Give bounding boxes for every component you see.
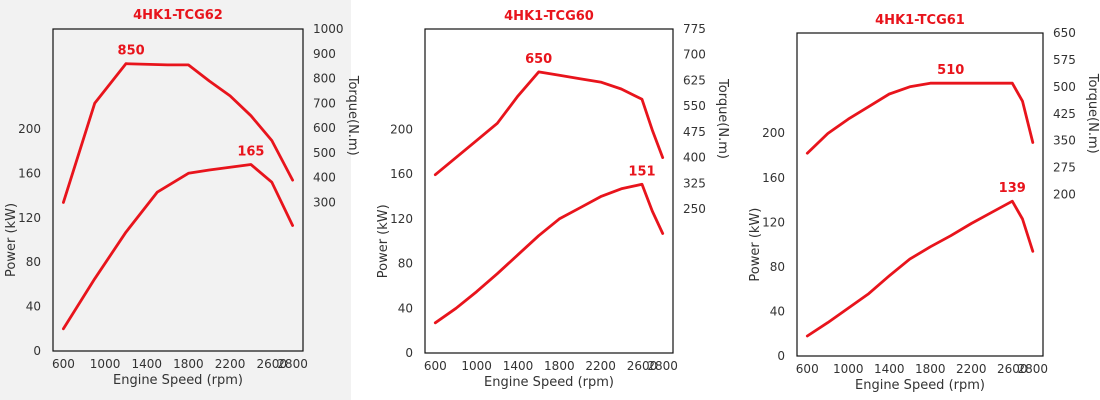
x-tick-label: 1800 bbox=[544, 359, 575, 373]
y-right-tick-label: 1000 bbox=[313, 22, 344, 36]
y-right-tick-label: 400 bbox=[683, 151, 706, 165]
chart-title: 4HK1-TCG62 bbox=[133, 8, 223, 23]
x-tick-label: 1800 bbox=[915, 362, 946, 376]
y-right-tick-label: 700 bbox=[683, 48, 706, 62]
x-tick-label: 600 bbox=[796, 362, 819, 376]
y-right-tick-label: 625 bbox=[683, 73, 706, 87]
y-right-tick-label: 500 bbox=[313, 146, 336, 160]
y-right-tick-label: 550 bbox=[683, 99, 706, 113]
y-right-axis-title: Torque(N.m) bbox=[715, 78, 730, 159]
peak-value-label: 650 bbox=[525, 52, 552, 67]
y-right-tick-label: 650 bbox=[1053, 26, 1076, 40]
y-right-tick-label: 200 bbox=[1053, 188, 1076, 202]
plot-frame bbox=[796, 32, 1044, 357]
y-right-axis-title: Torque(N.m) bbox=[345, 75, 360, 156]
y-left-axis-title: Power (kW) bbox=[4, 203, 19, 277]
y-left-tick-label: 160 bbox=[762, 171, 785, 185]
y-right-tick-label: 600 bbox=[313, 121, 336, 135]
y-left-tick-label: 80 bbox=[770, 260, 785, 274]
power-curve bbox=[62, 163, 295, 331]
x-tick-label: 1400 bbox=[874, 362, 905, 376]
x-axis-title: Engine Speed (rpm) bbox=[113, 373, 243, 388]
torque-curve bbox=[805, 81, 1035, 155]
y-right-tick-label: 350 bbox=[1053, 134, 1076, 148]
chart-panel-background bbox=[0, 0, 351, 400]
x-tick-label: 1000 bbox=[461, 359, 492, 373]
x-tick-label: 2200 bbox=[956, 362, 987, 376]
torque-curve bbox=[433, 70, 665, 177]
peak-value-label: 151 bbox=[628, 164, 655, 179]
x-axis-title: Engine Speed (rpm) bbox=[855, 378, 985, 393]
y-left-tick-label: 40 bbox=[398, 301, 413, 315]
y-right-tick-label: 275 bbox=[1053, 161, 1076, 175]
x-axis-title: Engine Speed (rpm) bbox=[484, 375, 614, 390]
x-tick-label: 2200 bbox=[215, 357, 246, 371]
y-left-tick-label: 80 bbox=[26, 255, 41, 269]
y-left-axis-title: Power (kW) bbox=[748, 208, 763, 282]
y-right-tick-label: 400 bbox=[313, 171, 336, 185]
y-right-tick-label: 325 bbox=[683, 176, 706, 190]
y-left-tick-label: 160 bbox=[18, 166, 41, 180]
peak-value-label: 850 bbox=[118, 44, 145, 59]
y-left-tick-label: 0 bbox=[405, 346, 413, 360]
peak-value-label: 139 bbox=[999, 181, 1026, 196]
x-tick-label: 1000 bbox=[90, 357, 121, 371]
y-left-tick-label: 40 bbox=[770, 304, 785, 318]
x-tick-label: 1400 bbox=[131, 357, 162, 371]
x-tick-label: 2600 bbox=[997, 362, 1028, 376]
power-curve bbox=[433, 182, 665, 325]
y-left-tick-label: 0 bbox=[777, 349, 785, 363]
y-right-tick-label: 300 bbox=[313, 195, 336, 209]
x-tick-label: 2200 bbox=[585, 359, 616, 373]
y-left-axis-title: Power (kW) bbox=[376, 204, 391, 278]
plot-frame bbox=[424, 28, 674, 354]
x-tick-label: 600 bbox=[424, 359, 447, 373]
y-right-tick-label: 800 bbox=[313, 72, 336, 86]
x-tick-label: 2600 bbox=[627, 359, 658, 373]
x-tick-label: 600 bbox=[52, 357, 75, 371]
plot-frame bbox=[52, 28, 304, 352]
peak-value-label: 510 bbox=[937, 63, 964, 78]
y-left-tick-label: 200 bbox=[762, 126, 785, 140]
y-right-tick-label: 775 bbox=[683, 22, 706, 36]
y-left-tick-label: 0 bbox=[33, 344, 41, 358]
x-tick-label: 2800 bbox=[277, 357, 308, 371]
y-left-tick-label: 120 bbox=[390, 212, 413, 226]
x-tick-label: 1800 bbox=[173, 357, 204, 371]
x-tick-label: 2600 bbox=[256, 357, 287, 371]
y-left-tick-label: 80 bbox=[398, 257, 413, 271]
y-left-tick-label: 200 bbox=[390, 123, 413, 137]
x-tick-label: 1400 bbox=[503, 359, 534, 373]
y-right-tick-label: 425 bbox=[1053, 107, 1076, 121]
y-right-tick-label: 250 bbox=[683, 202, 706, 216]
y-left-tick-label: 120 bbox=[18, 211, 41, 225]
y-right-tick-label: 700 bbox=[313, 96, 336, 110]
y-left-tick-label: 120 bbox=[762, 215, 785, 229]
x-tick-label: 1000 bbox=[833, 362, 864, 376]
y-left-tick-label: 40 bbox=[26, 300, 41, 314]
x-tick-label: 2800 bbox=[647, 359, 678, 373]
y-right-tick-label: 475 bbox=[683, 125, 706, 139]
torque-curve bbox=[62, 62, 295, 204]
y-left-tick-label: 200 bbox=[18, 122, 41, 136]
y-right-axis-title: Torque(N.m) bbox=[1085, 73, 1100, 154]
y-left-tick-label: 160 bbox=[390, 167, 413, 181]
y-right-tick-label: 900 bbox=[313, 47, 336, 61]
chart-title: 4HK1-TCG60 bbox=[504, 9, 594, 24]
y-right-tick-label: 575 bbox=[1053, 53, 1076, 67]
power-curve bbox=[805, 199, 1035, 338]
chart-title: 4HK1-TCG61 bbox=[875, 13, 965, 28]
peak-value-label: 165 bbox=[237, 144, 264, 159]
x-tick-label: 2800 bbox=[1017, 362, 1048, 376]
y-right-tick-label: 500 bbox=[1053, 80, 1076, 94]
